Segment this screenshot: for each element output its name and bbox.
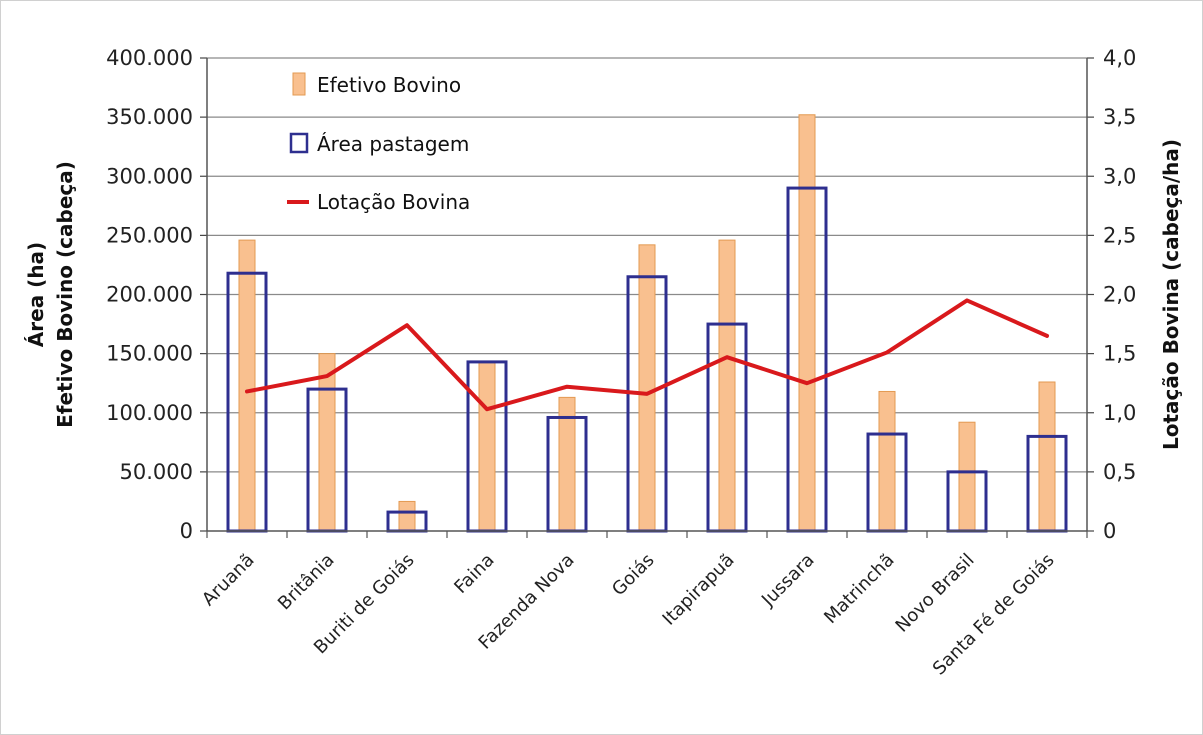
y-axis-title-line2: Efetivo Bovino (cabeça) — [53, 161, 77, 428]
x-category-label: Matrinchã — [820, 550, 898, 628]
y-tick-label: 100.000 — [106, 401, 193, 425]
lotacao-line-layer — [245, 298, 1049, 412]
efetivo-bovino-bar — [398, 500, 416, 532]
efetivo-bovino-bar — [318, 353, 336, 532]
y2-axis-title: Lotação Bovina (cabeça/ha) — [1159, 139, 1183, 450]
efetivo-bovino-bar — [1038, 381, 1056, 532]
efetivo-bovino-bar — [638, 244, 656, 532]
legend-label-lotacao: Lotação Bovina — [317, 190, 470, 214]
x-category-label: Goiás — [608, 550, 658, 600]
y2-tick-label: 2,0 — [1103, 283, 1136, 307]
legend-label-efetivo: Efetivo Bovino — [317, 73, 461, 97]
y2-tick-label: 2,5 — [1103, 223, 1136, 247]
x-category-label: Aruanã — [198, 550, 259, 611]
y-tick-label: 400.000 — [106, 46, 193, 70]
y2-tick-label: 0 — [1103, 519, 1116, 543]
x-category-label: Novo Brasil — [892, 550, 979, 637]
y2-tick-label: 3,5 — [1103, 105, 1136, 129]
y-tick-label: 200.000 — [106, 283, 193, 307]
y-tick-label: 250.000 — [106, 223, 193, 247]
efetivo-bovino-bar — [878, 390, 896, 532]
y2-tick-label: 1,0 — [1103, 401, 1136, 425]
axis-titles: Área (ha) Efetivo Bovino (cabeça) Lotação … — [24, 139, 1183, 450]
y2-tick-label: 1,5 — [1103, 342, 1136, 366]
y-tick-label: 0 — [180, 519, 193, 543]
y-tick-label: 300.000 — [106, 164, 193, 188]
y-tick-label: 50.000 — [120, 460, 193, 484]
y-tick-label: 350.000 — [106, 105, 193, 129]
efetivo-bovino-bar — [798, 114, 816, 532]
y-tick-label: 150.000 — [106, 342, 193, 366]
efetivo-bovino-bar — [718, 239, 736, 532]
axes — [200, 57, 1094, 538]
bars — [226, 114, 1068, 533]
x-category-label: Britânia — [274, 550, 339, 615]
legend-swatch-area — [289, 132, 309, 154]
gridlines — [207, 57, 1087, 473]
efetivo-bovino-bar — [478, 361, 496, 532]
x-category-label: Jussara — [757, 550, 818, 611]
lotacao-bovina-line — [245, 298, 1049, 412]
legend-label-area: Área pastagem — [317, 132, 469, 156]
x-category-label: Itapirapuã — [659, 550, 739, 630]
efetivo-bovino-bar — [238, 239, 256, 532]
legend-swatch-efetivo — [292, 72, 306, 96]
y2-tick-label: 4,0 — [1103, 46, 1136, 70]
x-category-label: Faina — [450, 550, 498, 598]
y-axis-title-line1: Área (ha) — [24, 242, 48, 347]
y2-tick-label: 0,5 — [1103, 460, 1136, 484]
efetivo-bovino-bar — [958, 421, 976, 532]
legend: Efetivo Bovino Área pastagem Lotação Bovin… — [287, 72, 470, 214]
tick-labels: 0 0 50.000 0,5 100.000 1,0 150.000 1,5 200.000 2,… — [106, 46, 1136, 679]
y2-tick-label: 3,0 — [1103, 164, 1136, 188]
